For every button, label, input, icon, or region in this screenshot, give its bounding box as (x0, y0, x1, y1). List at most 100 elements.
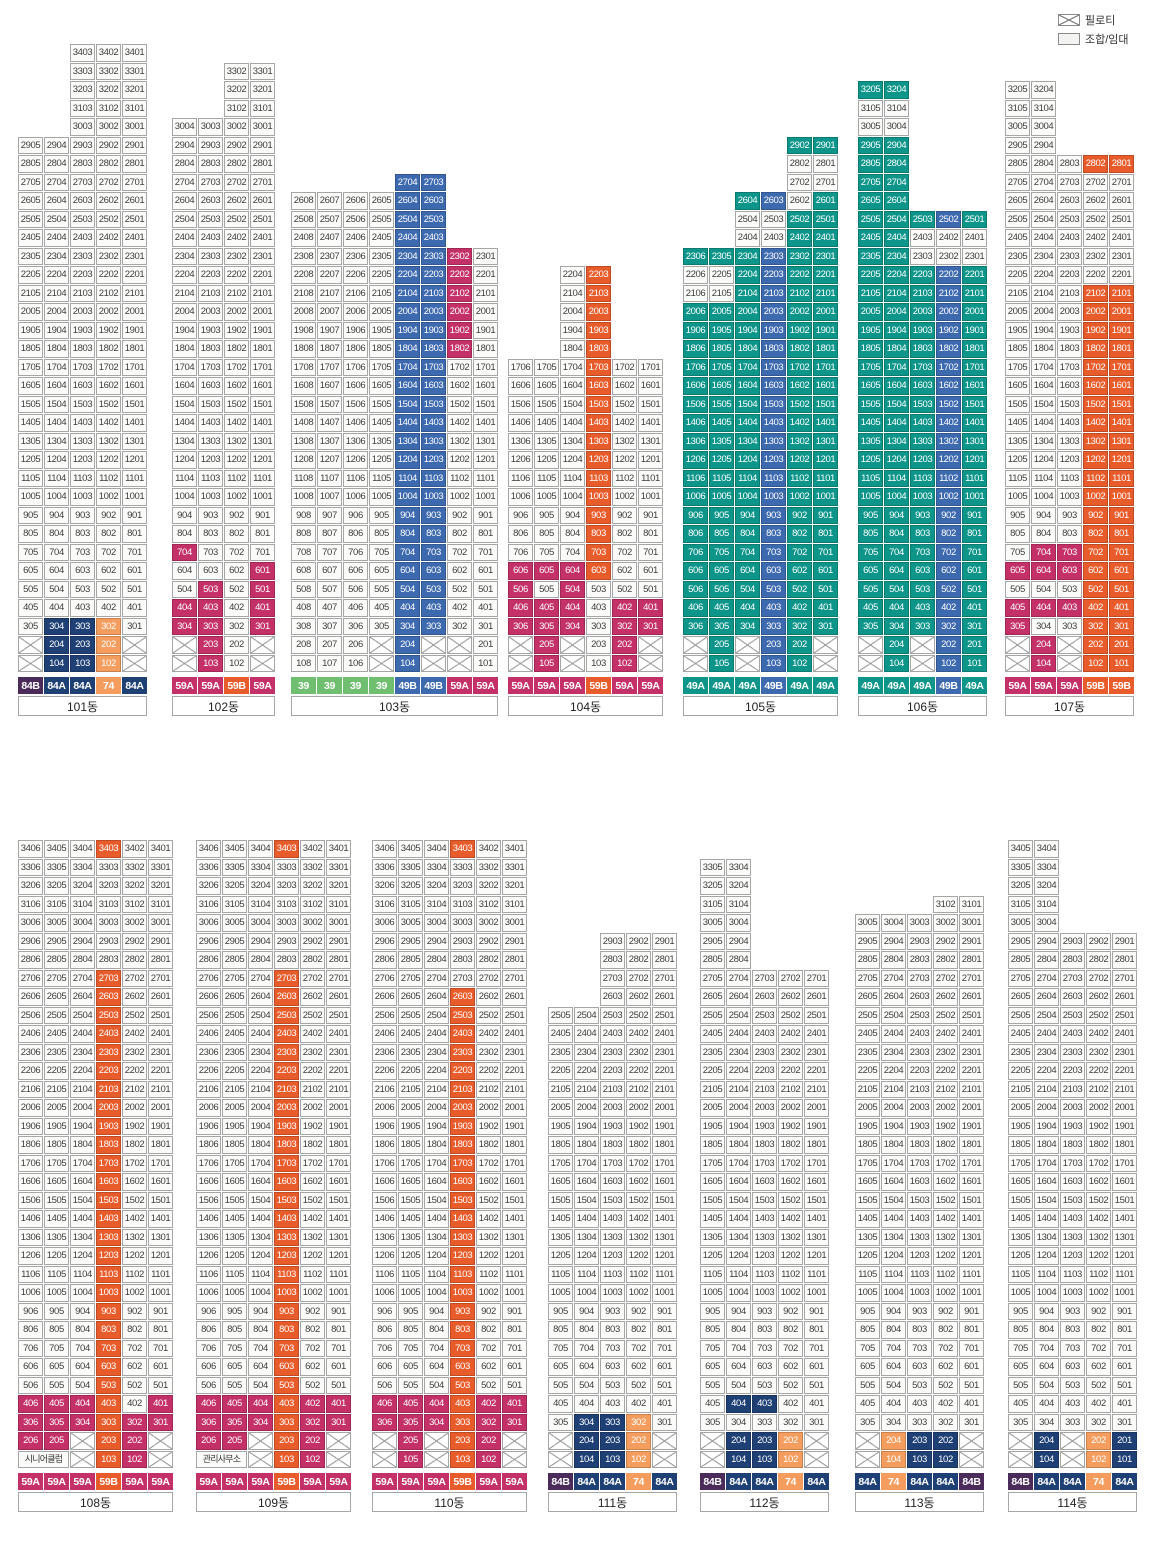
unit-cell: 1703 (600, 1154, 625, 1172)
unit-cell: 1605 (855, 1173, 880, 1191)
unit-cell: 1901 (1112, 1117, 1137, 1135)
unit-cell: 2003 (600, 1099, 625, 1117)
unit-cell: 1505 (548, 1191, 573, 1209)
unit-cell: 2501 (326, 1006, 351, 1024)
unit-cell: 805 (18, 525, 43, 543)
unit-cell: 104 (395, 654, 420, 672)
unit-cell: 1105 (858, 469, 883, 487)
unit-cell: 1305 (1005, 432, 1030, 450)
unit-cell: 704 (884, 543, 909, 561)
unit-cell: 1103 (450, 1265, 475, 1283)
unit-cell: 1002 (936, 488, 961, 506)
unit-cell: 1603 (1060, 1173, 1085, 1191)
unit-type-label: 49A (962, 677, 987, 694)
unit-cell: 802 (300, 1321, 325, 1339)
unit-type-label: 59A (424, 1473, 449, 1490)
unit-cell: 3302 (224, 62, 249, 80)
unit-cell: 1104 (1034, 1265, 1059, 1283)
unit-cell: 802 (787, 525, 812, 543)
unit-cell: 2601 (1109, 192, 1134, 210)
unit-cell: 1205 (44, 1247, 69, 1265)
unit-cell: 304 (560, 617, 585, 635)
unit-cell: 2205 (398, 1062, 423, 1080)
unit-cell: 308 (291, 617, 316, 635)
unit-cell: 407 (317, 599, 342, 617)
unit-cell: 2003 (752, 1099, 777, 1117)
unit-cell: 503 (421, 580, 446, 598)
unit-cell: 1704 (560, 358, 585, 376)
unit-cell: 2602 (787, 192, 812, 210)
unit-cell: 1701 (250, 358, 275, 376)
unit-cell: 3203 (274, 877, 299, 895)
unit-type-label: 59A (398, 1473, 423, 1490)
unit-cell: 3101 (959, 895, 984, 913)
piloti-cell (369, 636, 394, 654)
unit-cell: 1003 (586, 488, 611, 506)
unit-cell: 605 (534, 562, 559, 580)
unit-cell: 1904 (70, 1117, 95, 1135)
unit-cell: 3402 (96, 44, 121, 62)
unit-cell: 404 (726, 1395, 751, 1413)
unit-cell: 303 (421, 617, 446, 635)
unit-cell: 1901 (804, 1117, 829, 1135)
unit-cell: 1704 (735, 358, 760, 376)
unit-cell: 2204 (726, 1062, 751, 1080)
unit-cell: 801 (1109, 525, 1134, 543)
special-room-cell: 관리사무소 (196, 1450, 247, 1468)
unit-cell: 2404 (44, 229, 69, 247)
unit-cell: 2703 (274, 969, 299, 987)
unit-cell: 1103 (96, 1265, 121, 1283)
unit-cell: 1705 (709, 358, 734, 376)
unit-cell: 2203 (198, 266, 223, 284)
unit-cell: 402 (476, 1395, 501, 1413)
unit-cell: 1906 (18, 1117, 43, 1135)
unit-cell: 301 (813, 617, 838, 635)
unit-cell: 102 (936, 654, 961, 672)
unit-cell: 2303 (1057, 247, 1082, 265)
unit-cell: 1603 (761, 377, 786, 395)
unit-cell: 106 (343, 654, 368, 672)
unit-cell: 1504 (395, 395, 420, 413)
unit-cell: 1601 (473, 377, 498, 395)
unit-cell: 1405 (222, 1210, 247, 1228)
unit-cell: 605 (44, 1358, 69, 1376)
unit-cell: 302 (224, 617, 249, 635)
unit-cell: 2504 (1031, 210, 1056, 228)
unit-cell: 102 (122, 1450, 147, 1468)
unit-cell: 1905 (709, 321, 734, 339)
unit-cell: 2804 (726, 951, 751, 969)
unit-cell: 2405 (44, 1025, 69, 1043)
buildings-row-2: 3406 3405 3404 3403 3402 3401 3306 3305 3304 3303… (0, 796, 1160, 1512)
unit-cell: 802 (122, 1321, 147, 1339)
unit-cell: 2701 (148, 969, 173, 987)
unit-cell: 304 (735, 617, 760, 635)
unit-cell: 803 (600, 1321, 625, 1339)
unit-cell: 2605 (18, 192, 43, 210)
unit-cell: 3002 (476, 914, 501, 932)
unit-cell: 401 (813, 599, 838, 617)
unit-cell: 105 (534, 654, 559, 672)
unit-cell: 1006 (18, 1284, 43, 1302)
unit-cell: 1702 (122, 1154, 147, 1172)
unit-cell: 1903 (752, 1117, 777, 1135)
unit-cell: 1602 (612, 377, 637, 395)
unit-cell: 2002 (1086, 1099, 1111, 1117)
unit-cell: 1103 (1057, 469, 1082, 487)
unit-cell: 3203 (450, 877, 475, 895)
unit-cell: 103 (198, 654, 223, 672)
unit-cell: 1403 (450, 1210, 475, 1228)
unit-cell: 2303 (450, 1043, 475, 1061)
unit-cell: 1104 (881, 1265, 906, 1283)
unit-cell: 2604 (881, 988, 906, 1006)
unit-cell: 2601 (652, 988, 677, 1006)
unit-type-label: 39 (291, 677, 316, 694)
unit-cell: 1504 (726, 1191, 751, 1209)
unit-cell: 2904 (248, 932, 273, 950)
unit-cell: 504 (1031, 580, 1056, 598)
unit-cell: 1908 (291, 321, 316, 339)
unit-cell: 1602 (447, 377, 472, 395)
unit-cell: 1602 (1086, 1173, 1111, 1191)
unit-grid: 2902 2901 2802 2801 2702 2701 2604 2603 2602 2601… (683, 136, 838, 672)
unit-cell: 402 (447, 599, 472, 617)
unit-cell: 606 (196, 1358, 221, 1376)
